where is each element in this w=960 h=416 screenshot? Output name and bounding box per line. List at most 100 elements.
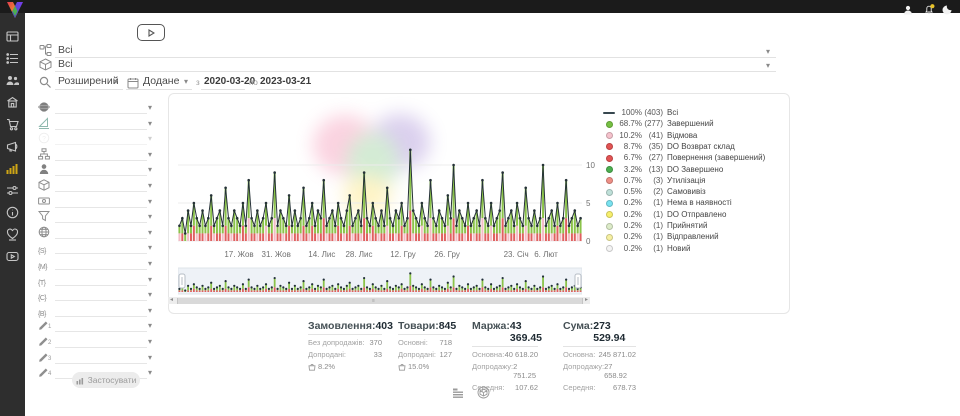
filter-select-12[interactable] — [55, 273, 147, 286]
chevron-down-icon[interactable]: ▾ — [148, 338, 152, 346]
orders-chart[interactable] — [178, 102, 582, 248]
filter-select-16[interactable] — [55, 335, 147, 348]
legend-dot-swatch — [606, 143, 613, 150]
chevron-down-icon[interactable]: ▾ — [148, 135, 152, 143]
legend-item[interactable]: 10.2%(41)Відмова — [600, 131, 786, 142]
legend-percent: 0.2% — [614, 232, 642, 241]
chevron-down-icon[interactable]: ▾ — [148, 120, 152, 128]
filter-select-5[interactable] — [55, 163, 147, 176]
legend-item[interactable]: 0.5%(2)Самовивіз — [600, 187, 786, 198]
sidebar-item-orders[interactable] — [6, 52, 19, 65]
sidebar-item-marketing[interactable] — [6, 140, 19, 153]
legend-item[interactable]: 0.2%(1)Відправлений — [600, 232, 786, 243]
legend-item[interactable]: 0.2%(1)Нема в наявності — [600, 198, 786, 209]
filter-select-7[interactable] — [55, 195, 147, 208]
chevron-down-icon[interactable]: ▾ — [148, 151, 152, 159]
legend-item[interactable]: 100%(403)Всі — [600, 108, 786, 119]
chevron-down-icon[interactable]: ▾ — [148, 198, 152, 206]
date-to-field[interactable] — [257, 76, 301, 90]
sidebar-item-videos[interactable] — [6, 250, 19, 263]
pencil-3-icon: 3 — [38, 350, 50, 362]
filter-select-11[interactable] — [55, 257, 147, 270]
sidebar-item-partners[interactable] — [6, 228, 19, 241]
legend-dot-swatch — [606, 223, 613, 230]
sidebar-item-analytics-active[interactable] — [6, 162, 19, 175]
chevron-down-icon[interactable]: ▾ — [148, 244, 152, 252]
legend-item[interactable]: 0.2%(1)DO Отправлено — [600, 210, 786, 221]
filter-select-15[interactable] — [55, 319, 147, 332]
legend-percent: 0.7% — [614, 176, 642, 185]
chevron-down-icon[interactable]: ▾ — [148, 104, 152, 112]
legend-item[interactable]: 6.7%(27)Повернення (завершений) — [600, 153, 786, 164]
filter-select-3[interactable] — [55, 132, 147, 145]
filter-select-10[interactable] — [55, 241, 147, 254]
user-icon[interactable] — [903, 2, 913, 12]
legend-label: Відмова — [667, 131, 697, 140]
filter-select-2[interactable] — [55, 117, 147, 130]
sidebar-item-info[interactable] — [6, 206, 19, 219]
apply-button[interactable]: Застосувати — [72, 372, 140, 388]
chevron-down-icon[interactable]: ▾ — [148, 291, 152, 299]
stat-title: Товари: — [398, 320, 439, 332]
table-view-icon[interactable] — [452, 386, 464, 398]
search-mode-field[interactable] — [55, 76, 123, 90]
legend-label: Відправлений — [667, 232, 719, 241]
date-field[interactable] — [126, 76, 192, 90]
filter-select-9[interactable] — [55, 226, 147, 239]
chevron-down-icon[interactable]: ▾ — [148, 307, 152, 315]
filter-select-4[interactable] — [55, 148, 147, 161]
sidebar-item-purchases[interactable] — [6, 118, 19, 131]
scroll-right-icon[interactable]: ▸ — [585, 297, 588, 304]
legend-item[interactable]: 0.2%(1)Прийнятий — [600, 221, 786, 232]
product-filter-field[interactable] — [55, 59, 776, 72]
x-tick-label: 12. Гру — [390, 250, 416, 259]
legend-count: (1) — [644, 210, 663, 219]
sidebar-item-integrations[interactable] — [6, 184, 19, 197]
chevron-down-icon[interactable]: ▾ — [148, 322, 152, 330]
legend-item[interactable]: 0.2%(1)Новий — [600, 244, 786, 255]
filter-select-8[interactable] — [55, 210, 147, 223]
legend-item[interactable]: 68.7%(277)Завершений — [600, 119, 786, 130]
upsell-percent: 15.0% — [398, 362, 452, 371]
x-tick-label: 31. Жов — [262, 250, 291, 259]
package-view-icon[interactable] — [477, 386, 490, 399]
package-icon — [38, 178, 50, 190]
legend-count: (35) — [644, 142, 663, 151]
chevron-down-icon[interactable]: ▾ — [148, 276, 152, 284]
legend-item[interactable]: 3.2%(13)DO Завершено — [600, 165, 786, 176]
chevron-down-icon[interactable]: ▾ — [766, 62, 770, 70]
scroll-left-icon[interactable]: ◂ — [170, 297, 173, 304]
person-icon — [38, 162, 50, 174]
legend-item[interactable]: 0.7%(3)Утилізація — [600, 176, 786, 187]
date-from-field[interactable] — [201, 76, 245, 90]
video-tutorial-button[interactable] — [137, 24, 165, 41]
chevron-down-icon[interactable]: ▾ — [148, 369, 152, 377]
sidebar-item-dashboard[interactable] — [6, 30, 19, 43]
status-filter-field[interactable] — [55, 45, 776, 58]
chevron-down-icon[interactable]: ▾ — [148, 354, 152, 362]
sidebar-item-customers[interactable] — [6, 74, 19, 87]
planet-icon — [38, 100, 50, 112]
funnel-icon — [38, 209, 50, 221]
chevron-down-icon[interactable]: ▾ — [766, 48, 770, 56]
filter-select-6[interactable] — [55, 179, 147, 192]
filter-select-13[interactable] — [55, 288, 147, 301]
notifications-bell-icon[interactable] — [923, 2, 933, 12]
chevron-down-icon[interactable]: ▾ — [148, 260, 152, 268]
filter-select-1[interactable] — [55, 101, 147, 114]
legend-label: Нема в наявності — [667, 198, 732, 207]
chevron-down-icon[interactable]: ▾ — [148, 229, 152, 237]
theme-moon-icon[interactable] — [942, 2, 952, 12]
stat-subrow: Допродажу:2 751.25 — [472, 362, 538, 380]
legend-count: (2) — [644, 187, 663, 196]
chevron-down-icon[interactable]: ▾ — [148, 166, 152, 174]
app-logo[interactable] — [5, 1, 25, 25]
chevron-down-icon[interactable]: ▾ — [148, 213, 152, 221]
sidebar-item-store[interactable] — [6, 96, 19, 109]
legend-item[interactable]: 8.7%(35)DO Возврат склад — [600, 142, 786, 153]
navigator-scrollbar-thumb[interactable] — [177, 298, 583, 304]
filter-select-14[interactable] — [55, 304, 147, 317]
filter-select-17[interactable] — [55, 351, 147, 364]
chart-navigator[interactable] — [178, 266, 582, 296]
chevron-down-icon[interactable]: ▾ — [148, 182, 152, 190]
